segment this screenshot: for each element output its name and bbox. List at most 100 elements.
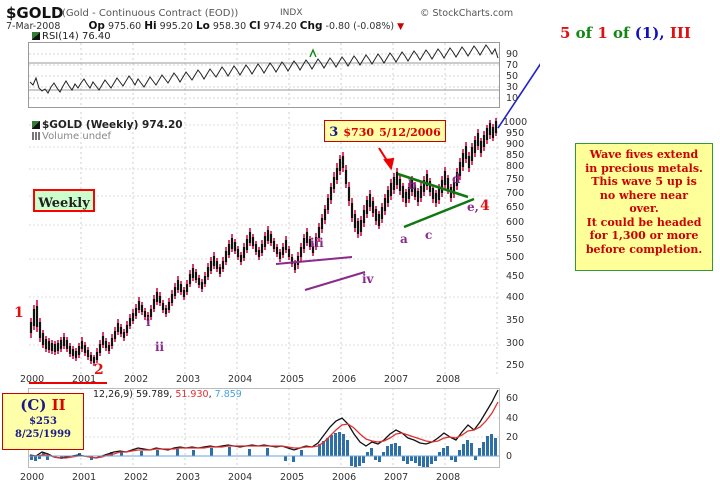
wave3-peak-callout: 3 $730 5/12/2006 [324, 120, 446, 142]
open-value: 975.60 [107, 21, 142, 32]
note-line: no where near [599, 188, 689, 202]
high-label: Hi [144, 20, 157, 32]
price-ytick: 550 [506, 234, 525, 245]
source-watermark: © StockCharts.com [420, 8, 514, 19]
rsi-ytick: 50 [506, 71, 519, 82]
wave-label-b: b [408, 178, 417, 192]
change-label: Chg [299, 20, 323, 32]
macd-value: 59.789 [136, 389, 170, 400]
price-ytick: 850 [506, 150, 525, 161]
wave3-price: $730 [343, 126, 375, 139]
note-line: It could be headed [586, 215, 702, 229]
price-panel-label: $GOLD (Weekly) 974.20 [32, 119, 183, 131]
rsi-ytick: 70 [506, 60, 519, 71]
wave-c-date: 8/25/1999 [14, 429, 71, 440]
wave-label-1: 1 [14, 305, 24, 321]
wave-label-iv: iv [362, 272, 374, 286]
price-ytick: 600 [506, 217, 525, 228]
symbol-description: (Gold - Continuous Contract (EOD)) [62, 8, 239, 19]
price-ytick: 950 [506, 128, 525, 139]
wave-trendlines [275, 256, 366, 291]
note-line: over. [629, 202, 659, 215]
wave-label-ii: ii [155, 340, 165, 354]
wave3-arrow [378, 147, 395, 171]
open-label: Op [88, 20, 105, 32]
down-triangle-icon: ▼ [397, 22, 405, 32]
wave-label-c: c [425, 228, 433, 242]
price-ytick: 650 [506, 202, 525, 213]
macd-xtick: 2002 [124, 472, 149, 483]
note-line: This wave 5 up is [591, 175, 697, 188]
price-ytick: 300 [506, 338, 525, 349]
macd-xtick: 2003 [176, 472, 201, 483]
rsi-ytick: 10 [506, 93, 519, 104]
indicator-icon [32, 32, 40, 40]
macd-ytick: 40 [506, 413, 519, 424]
macd-params: 12,26,9) [93, 389, 133, 400]
price-ytick: 400 [506, 292, 525, 303]
high-value: 995.20 [159, 21, 193, 32]
wave-ii-label: II [51, 396, 66, 414]
count-part-of1: of [575, 24, 593, 42]
wave-label-iii: iii [310, 236, 324, 250]
indicator-icon [32, 121, 40, 129]
symbol-label: $GOLD [6, 4, 64, 22]
quote-date: 7-Mar-2008 [6, 21, 61, 32]
price-ytick: 700 [506, 188, 525, 199]
wave-label-i: i [146, 315, 151, 329]
price-xtick: 2005 [280, 374, 305, 385]
count-part-5: 5 [560, 24, 571, 42]
count-part-of2: of [613, 24, 630, 42]
macd-xtick: 2004 [228, 472, 253, 483]
price-xtick: 2004 [228, 374, 253, 385]
macd-xtick: 2000 [20, 472, 45, 483]
chart-canvas: $GOLD (Gold - Continuous Contract (EOD))… [2, 4, 540, 483]
elliott-count-title: 5 of 1 of (1), III [560, 24, 691, 42]
macd-xtick: 2008 [436, 472, 461, 483]
price-xtick: 2006 [332, 374, 357, 385]
macd-xtick: 2006 [332, 472, 357, 483]
macd-ytick: 60 [506, 393, 519, 404]
close-label: Cl [249, 20, 261, 32]
close-value: 974.20 [263, 21, 297, 32]
wave3-number: 3 [329, 125, 339, 140]
macd-histogram-value: 7.859 [214, 389, 242, 400]
low-value: 958.30 [212, 21, 247, 32]
price-ytick: 900 [506, 139, 525, 150]
note-line: Wave fives extend [589, 148, 699, 161]
weekly-badge: Weekly [33, 189, 95, 212]
price-xtick: 2000 [20, 374, 45, 385]
macd-xtick: 2007 [384, 472, 409, 483]
wave-label-2: 2 [94, 362, 104, 378]
price-ytick: 250 [506, 360, 525, 371]
wave-c-price: $253 [29, 416, 57, 427]
wave3-date: 5/12/2006 [379, 126, 441, 139]
note-line: for 1,300 or more [589, 229, 699, 242]
wave-c-callout: (C) II $253 8/25/1999 [2, 393, 84, 450]
price-ytick: 800 [506, 161, 525, 172]
macd-xtick: 2001 [72, 472, 97, 483]
macd-ytick: 0 [506, 451, 513, 462]
rsi-ytick: 30 [506, 82, 519, 93]
wave-label-4: 4 [480, 198, 490, 214]
wave-c-baseline [29, 382, 107, 384]
change-value: -0.80 (-0.08%) [325, 21, 395, 32]
price-xtick: 2001 [72, 374, 97, 385]
note-line: before completion. [585, 242, 703, 256]
macd-ytick: 20 [506, 432, 519, 443]
rsi-panel-frame [28, 42, 500, 108]
volume-bars-icon [32, 132, 40, 140]
price-ytick: 450 [506, 271, 525, 282]
note-line: in precious metals. [585, 161, 703, 175]
projection-arrow [497, 63, 540, 129]
wave-label-a: a [400, 232, 408, 246]
low-label: Lo [195, 20, 210, 32]
analysis-note-box: Wave fives extend in precious metals. Th… [575, 143, 713, 271]
count-part-III: III [669, 24, 691, 42]
price-xtick: 2008 [436, 374, 461, 385]
rsi-panel-label: RSI(14) 76.40 [32, 31, 111, 42]
price-xtick: 2003 [176, 374, 201, 385]
wave-c-label: (C) [20, 396, 47, 414]
price-xtick: 2002 [124, 374, 149, 385]
